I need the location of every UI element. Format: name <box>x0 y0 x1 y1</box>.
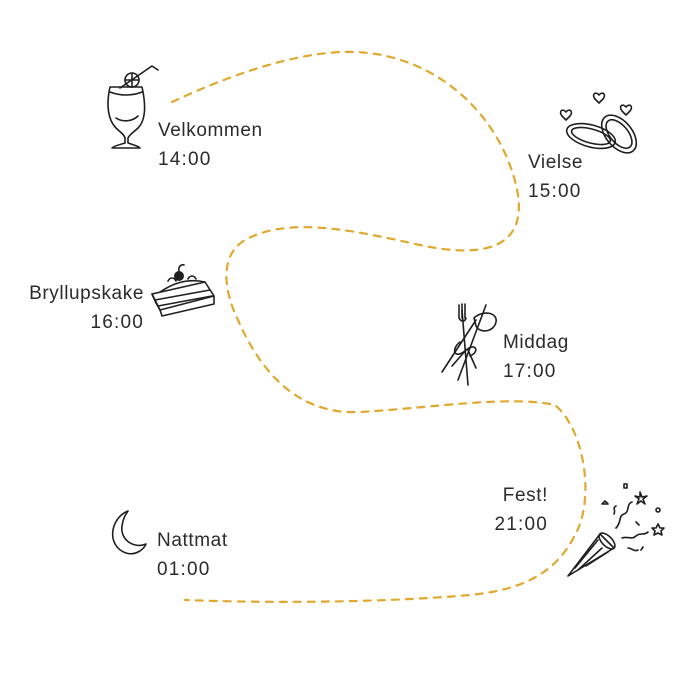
cocktail-glass-icon <box>107 65 159 149</box>
event-label: Bryllupskake <box>29 283 144 304</box>
event-time: 17:00 <box>503 361 557 382</box>
event-time: 15:00 <box>528 181 582 202</box>
event-label: Velkommen <box>158 120 263 141</box>
event-welcome: Velkommen 14:00 <box>158 121 263 169</box>
event-dinner: Middag 17:00 <box>503 333 569 381</box>
event-time: 16:00 <box>90 312 144 333</box>
event-time: 14:00 <box>158 149 212 170</box>
event-label: Fest! <box>502 485 548 506</box>
event-ceremony: Vielse 15:00 <box>528 153 583 201</box>
cutlery-bundle-icon <box>441 303 497 386</box>
event-night-snack: Nattmat 01:00 <box>157 531 228 579</box>
event-time: 21:00 <box>494 514 548 535</box>
event-label: Middag <box>503 332 569 353</box>
cake-slice-icon <box>151 263 215 317</box>
event-cake: Bryllupskake 16:00 <box>29 284 144 332</box>
event-label: Nattmat <box>157 530 228 551</box>
event-party: Fest! 21:00 <box>494 486 548 534</box>
wedding-rings-icon <box>559 92 638 154</box>
crescent-moon-icon <box>111 510 147 555</box>
party-popper-icon <box>567 483 665 577</box>
event-label: Vielse <box>528 152 584 173</box>
event-time: 01:00 <box>157 559 211 580</box>
